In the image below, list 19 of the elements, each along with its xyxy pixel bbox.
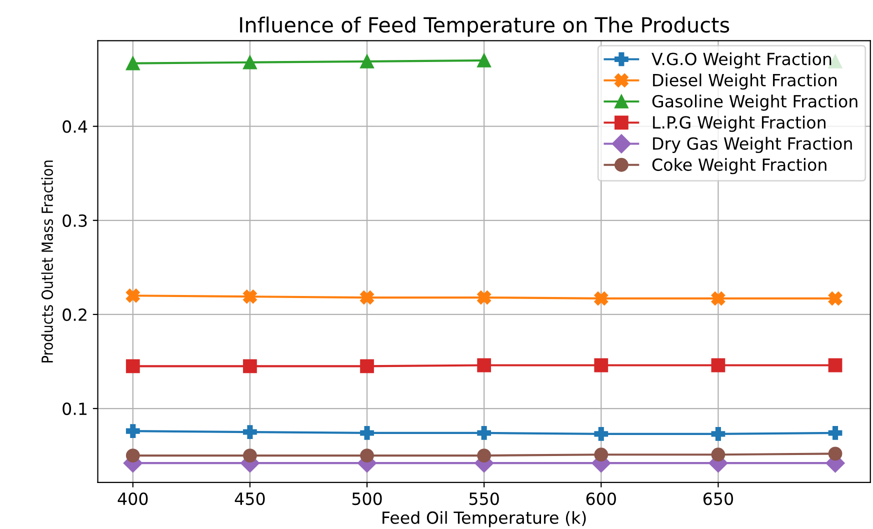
legend-label: V.G.O Weight Fraction <box>652 52 832 69</box>
y-tick-label: 0.4 <box>62 120 88 133</box>
legend-label: Dry Gas Weight Fraction <box>653 136 852 154</box>
x-tick-label: 650 <box>703 492 733 506</box>
x-axis-title: Feed Oil Temperature (k) <box>382 511 586 528</box>
chart-title: Influence of Feed Temperature on The Products <box>240 16 730 37</box>
y-tick-label: 0.2 <box>62 308 86 322</box>
legend-label: L.P.G Weight Fraction <box>653 116 826 132</box>
y-axis-title: Products Outlet Mass Fraction <box>41 160 54 362</box>
y-tick-label: 0.3 <box>62 214 87 227</box>
legend-label: Coke Weight Fraction <box>652 158 826 174</box>
x-tick-label: 450 <box>234 492 265 506</box>
x-tick-label: 600 <box>586 492 616 506</box>
legend-label: Diesel Weight Fraction <box>653 74 836 90</box>
x-tick-label: 500 <box>352 492 382 506</box>
x-tick-label: 550 <box>469 492 499 506</box>
legend-label: Gasoline Weight Fraction <box>652 94 858 111</box>
x-tick-label: 400 <box>118 492 148 506</box>
y-tick-label: 0.1 <box>62 402 87 416</box>
